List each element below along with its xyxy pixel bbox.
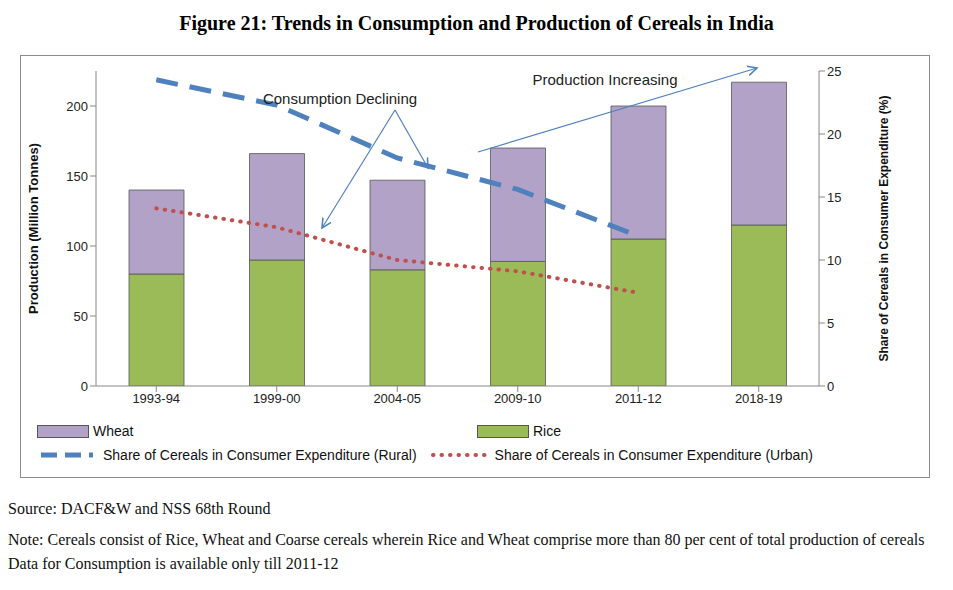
svg-text:100: 100 xyxy=(66,239,88,254)
svg-text:0: 0 xyxy=(81,379,88,394)
svg-text:20: 20 xyxy=(827,127,841,142)
svg-text:25: 25 xyxy=(827,64,841,79)
svg-text:2018-19: 2018-19 xyxy=(735,391,783,406)
svg-text:50: 50 xyxy=(74,309,88,324)
html-text:Source: DACF&W and NSS 68th Ro: Source: DACF&W and NSS 68th Round xyxy=(8,500,271,517)
svg-text:150: 150 xyxy=(66,169,88,184)
html-text:Note: Cereals consist of Rice,: Note: Cereals consist of Rice, Wheat and… xyxy=(8,531,925,572)
svg-text:2011-12: 2011-12 xyxy=(615,391,662,406)
html-text:Share of Cereals in Consumer E: Share of Cereals in Consumer Expenditure… xyxy=(494,447,813,463)
svg-text:10: 10 xyxy=(827,253,841,268)
html-text:Share of Cereals in Consumer E: Share of Cereals in Consumer Expenditure… xyxy=(103,447,417,463)
svg-text:200: 200 xyxy=(66,99,88,114)
svg-text:5: 5 xyxy=(827,316,834,331)
svg-text:Consumption Declining: Consumption Declining xyxy=(263,90,417,107)
html-text:Rice: Rice xyxy=(533,423,561,439)
svg-text:2004-05: 2004-05 xyxy=(373,391,421,406)
svg-text:0: 0 xyxy=(827,379,834,394)
svg-text:Production Increasing: Production Increasing xyxy=(532,71,677,88)
svg-text:1999-00: 1999-00 xyxy=(253,391,301,406)
svg-text:1993-94: 1993-94 xyxy=(132,391,180,406)
svg-text:15: 15 xyxy=(827,190,841,205)
svg-text:Share of Cereals in Consumer E: Share of Cereals in Consumer Expenditure… xyxy=(877,95,891,361)
svg-text:Production (Million Tonnes): Production (Million Tonnes) xyxy=(26,143,41,314)
html-text:Wheat: Wheat xyxy=(93,423,134,439)
svg-text:2009-10: 2009-10 xyxy=(494,391,542,406)
html-text:Figure 21: Trends in Consumpti: Figure 21: Trends in Consumption and Pro… xyxy=(179,12,774,34)
